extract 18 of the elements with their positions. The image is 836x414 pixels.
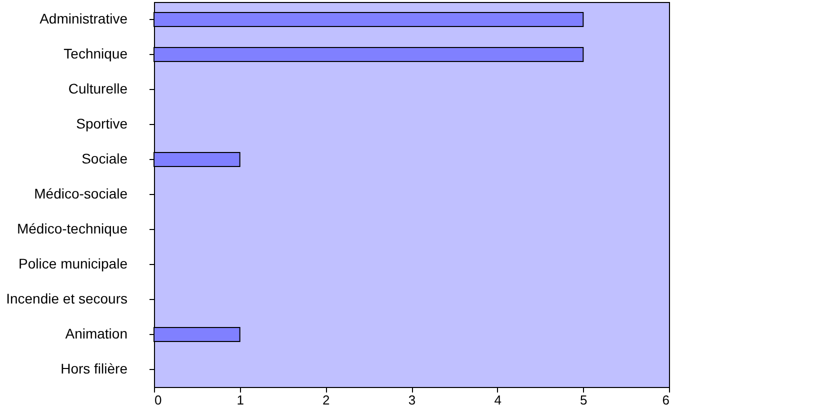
y-tick-label: Incendie et secours <box>6 290 128 306</box>
x-tick-label: 0 <box>154 392 162 408</box>
y-tick-label: Sportive <box>76 116 128 132</box>
y-tick-label: Sociale <box>82 150 128 166</box>
x-tick-label: 2 <box>322 392 330 408</box>
y-tick-label: Technique <box>64 46 128 62</box>
y-tick-label: Médico-sociale <box>34 186 128 202</box>
y-tick-label: Culturelle <box>68 80 128 96</box>
y-tick-label: Hors filière <box>60 360 128 376</box>
y-tick-label: Animation <box>65 326 128 342</box>
x-tick-label: 6 <box>662 392 670 408</box>
x-tick-label: 3 <box>408 392 416 408</box>
x-tick-label: 4 <box>494 392 502 408</box>
y-tick-label: Administrative <box>40 10 128 26</box>
y-tick-label: Médico-technique <box>16 220 128 236</box>
y-tick-label: Police municipale <box>18 256 128 272</box>
x-tick-label: 1 <box>236 392 244 408</box>
x-tick-label: 5 <box>580 392 588 408</box>
